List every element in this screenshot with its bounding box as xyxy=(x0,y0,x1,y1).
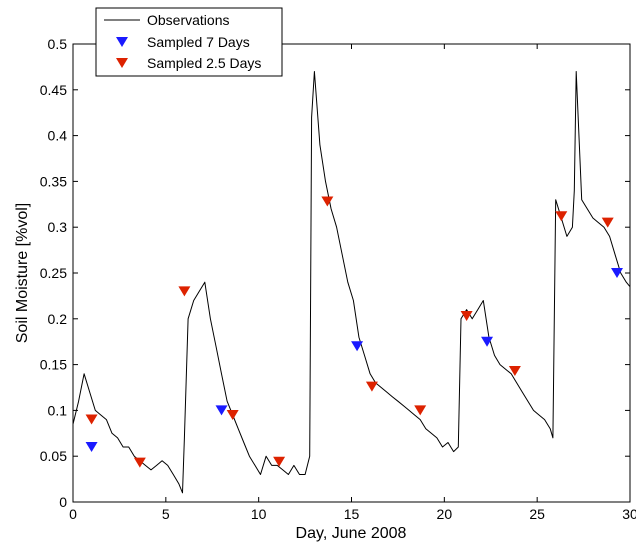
y-tick-label: 0.45 xyxy=(40,82,67,98)
x-axis-label: Day, June 2008 xyxy=(296,525,407,542)
y-tick-label: 0.05 xyxy=(40,448,67,464)
sampled-7-days-marker xyxy=(481,336,494,347)
legend-sampled-7-days-label: Sampled 7 Days xyxy=(147,34,250,50)
sampled-2-5-days-marker xyxy=(414,405,427,416)
x-tick-label: 15 xyxy=(344,506,360,522)
sampled-2-5-days-marker xyxy=(508,366,521,377)
y-tick-label: 0.35 xyxy=(40,173,67,189)
sampled-2-5-days-marker xyxy=(601,217,614,228)
y-tick-label: 0.2 xyxy=(48,311,68,327)
sampled-7-days-marker xyxy=(611,268,624,278)
sampled-2-5-days-marker xyxy=(178,286,191,297)
sampled-2-5-days-markers xyxy=(85,196,614,468)
legend-box xyxy=(95,7,283,77)
y-tick-label: 0.25 xyxy=(40,265,67,281)
legend-sampled-7-days-marker xyxy=(116,37,128,47)
sampled-7-days-marker xyxy=(85,442,98,453)
y-tick-label: 0 xyxy=(59,494,67,510)
sampled-7-days-marker xyxy=(351,341,364,352)
legend-sampled-2-5-days-marker xyxy=(116,58,128,68)
observations-line xyxy=(72,71,631,494)
y-axis: 0 0.05 0.1 0.15 0.2 0.25 0.3 0.35 0.4 0.45 0.5 xyxy=(40,36,630,510)
x-tick-label: 0 xyxy=(69,506,77,522)
sampled-2-5-days-marker xyxy=(460,311,473,322)
x-tick-label: 20 xyxy=(437,506,453,522)
y-tick-label: 0.4 xyxy=(48,128,68,144)
y-tick-label: 0.5 xyxy=(48,36,68,52)
x-tick-label: 5 xyxy=(162,506,170,522)
x-tick-label: 30 xyxy=(622,506,636,522)
y-tick-label: 0.1 xyxy=(48,402,68,418)
y-tick-label: 0.3 xyxy=(48,219,68,235)
sampled-2-5-days-marker xyxy=(321,196,334,207)
sampled-2-5-days-marker xyxy=(365,381,378,392)
x-tick-label: 10 xyxy=(251,506,267,522)
sampled-2-5-days-marker xyxy=(273,456,286,467)
sampled-7-days-markers xyxy=(85,268,624,453)
sampled-2-5-days-marker xyxy=(133,457,146,468)
x-axis: 0 5 10 15 20 25 30 xyxy=(69,44,636,522)
plot-area xyxy=(72,43,631,503)
y-tick-label: 0.15 xyxy=(40,357,67,373)
sampled-2-5-days-marker xyxy=(555,211,568,222)
x-tick-label: 25 xyxy=(529,506,545,522)
sampled-2-5-days-marker xyxy=(85,414,98,425)
legend: Observations Sampled 7 Days Sampled 2.5 … xyxy=(95,7,283,77)
sampled-2-5-days-marker xyxy=(226,409,239,420)
legend-observations-label: Observations xyxy=(147,12,229,28)
sampled-7-days-marker xyxy=(215,405,228,416)
y-axis-label: Soil Moisture [%vol] xyxy=(14,203,31,344)
legend-sampled-2-5-days-label: Sampled 2.5 Days xyxy=(147,55,261,71)
